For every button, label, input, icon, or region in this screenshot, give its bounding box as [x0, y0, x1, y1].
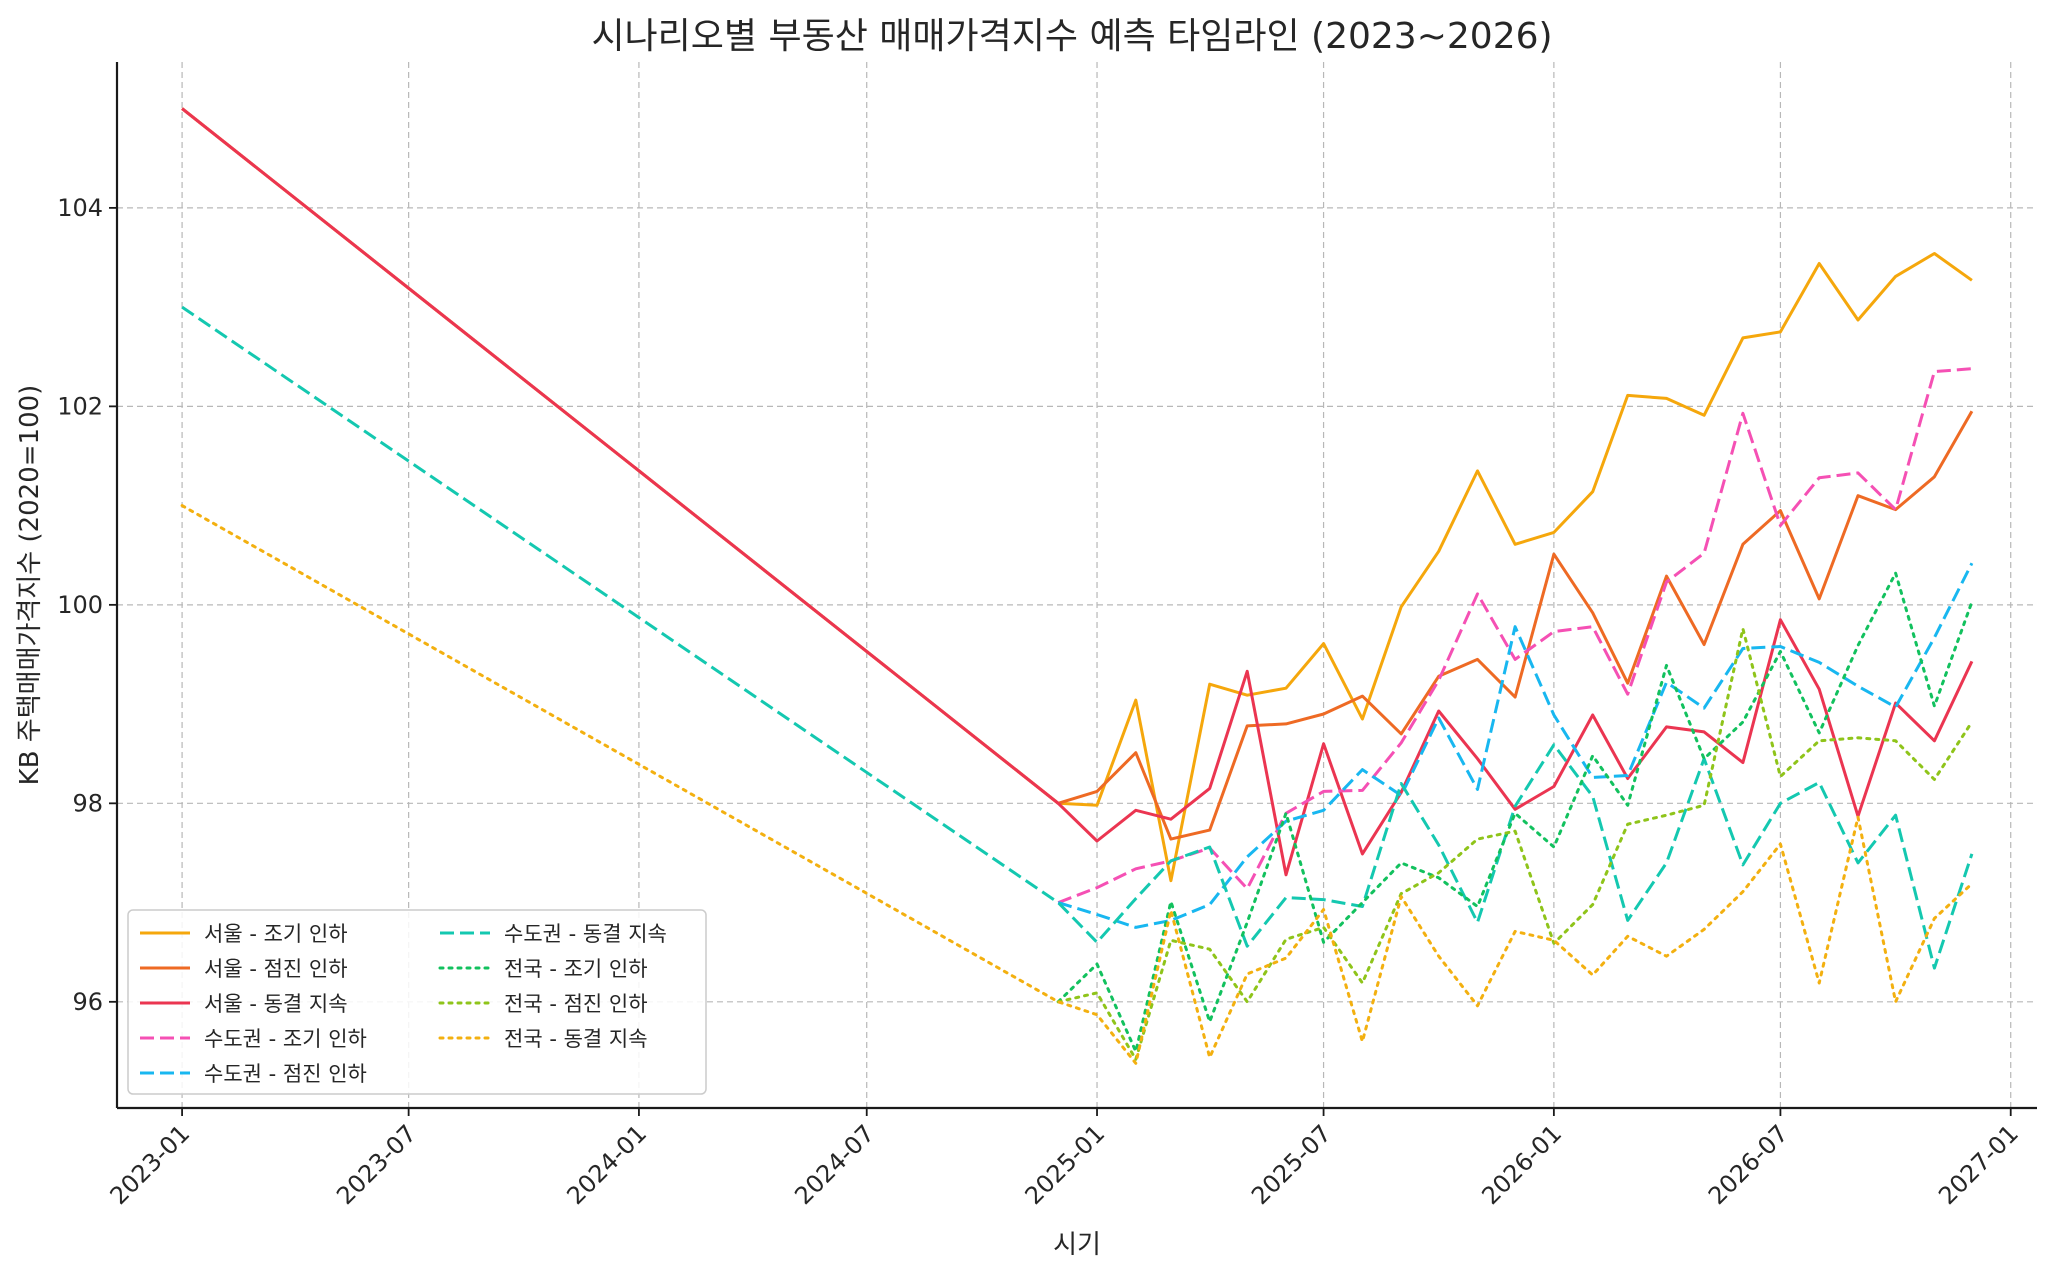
legend-label: 전국 - 점진 인하 — [504, 992, 648, 1016]
series-line-6 — [181, 305, 1974, 970]
axes — [115, 62, 2037, 1110]
legend-label: 서울 - 점진 인하 — [204, 957, 348, 981]
series-line-5 — [1057, 562, 1974, 929]
y-tick-label: 100 — [57, 591, 103, 619]
legend-label: 서울 - 조기 인하 — [204, 922, 348, 946]
series-line-8 — [1056, 627, 1974, 1061]
legend-label: 서울 - 동결 지속 — [204, 992, 348, 1016]
y-tick-label: 104 — [57, 194, 103, 222]
legend-label: 수도권 - 조기 인하 — [204, 1027, 367, 1051]
y-tick-label: 98 — [72, 789, 103, 817]
chart-title: 시나리오별 부동산 매매가격지수 예측 타임라인 (2023~2026) — [591, 16, 1552, 57]
legend-label: 전국 - 동결 지속 — [504, 1027, 648, 1051]
legend-box — [127, 909, 707, 1095]
y-axis-label: KB 주택매매가격지수 (2020=100) — [15, 385, 45, 786]
series-line-1 — [181, 107, 1973, 883]
legend-label: 전국 - 조기 인하 — [504, 957, 648, 981]
series-line-9 — [180, 504, 1974, 1065]
series-line-2 — [181, 107, 1974, 841]
legend-label: 수도권 - 점진 인하 — [204, 1062, 367, 1086]
y-tick-label: 102 — [57, 392, 103, 420]
y-ticks: 96 98 100 102 104 — [57, 194, 117, 1016]
x-axis-label: 시기 — [1053, 1230, 1101, 1260]
y-tick-label: 96 — [72, 988, 103, 1016]
series-layer — [180, 107, 1974, 1065]
legend-label: 수도권 - 동결 지속 — [504, 922, 667, 946]
series-line-7 — [1056, 571, 1974, 1053]
series-line-3 — [181, 107, 1974, 877]
